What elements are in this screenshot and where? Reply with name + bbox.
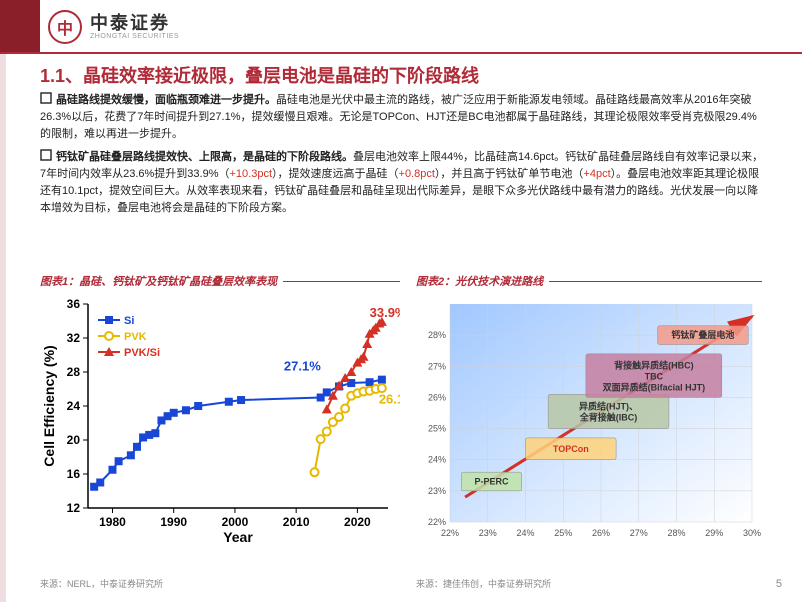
svg-text:26%: 26% [592,528,610,538]
svg-text:27%: 27% [630,528,648,538]
chart1-rule [283,281,400,282]
chart1-source: 来源：NERL，中泰证券研究所 [40,577,163,590]
svg-text:TOPCon: TOPCon [553,444,589,454]
page-number: 5 [776,578,782,590]
svg-text:29%: 29% [705,528,723,538]
svg-text:1990: 1990 [160,515,187,529]
svg-text:26.1%: 26.1% [379,391,400,406]
svg-text:12: 12 [67,501,81,515]
chart1-area: 12 16 20 24 28 32 36 1980 1990 2000 2010 2020 Year Ce… [40,296,400,546]
svg-text:钙钛矿叠层电池: 钙钛矿叠层电池 [671,329,734,340]
svg-text:Year: Year [223,529,253,545]
bullet-body-span: ），提效速度远高于晶硅（ [272,168,399,180]
title-underline [0,52,802,54]
bullet-body-span: +10.3pct [230,168,273,180]
brand-name-cn: 中泰证券 [90,13,179,34]
brand-logo: 中 [48,10,82,44]
svg-text:28: 28 [67,365,81,379]
bullet-body-span: ），并且高于钙钛矿单节电池（ [435,168,584,180]
svg-text:22%: 22% [428,517,446,527]
bullet-head: 晶硅路线提效缓慢，面临瓶颈难进一步提升。 [56,94,276,106]
chart1-header: 图表1：晶硅、钙钛矿及钙钛矿晶硅叠层效率表现 [40,270,400,292]
bullet: 晶硅路线提效缓慢，面临瓶颈难进一步提升。晶硅电池是光伏中最主流的路线，被广泛应用… [40,92,766,143]
left-stripe [0,52,6,602]
svg-text:28%: 28% [667,528,685,538]
svg-text:24: 24 [67,399,81,413]
svg-text:全背接触(IBC): 全背接触(IBC) [579,411,638,422]
svg-text:P-PERC: P-PERC [475,477,510,487]
svg-text:32: 32 [67,331,81,345]
bullet-marker-icon [40,149,52,161]
svg-text:25%: 25% [428,424,446,434]
chart1-svg: 12 16 20 24 28 32 36 1980 1990 2000 2010 2020 Year Ce… [40,296,400,546]
svg-text:2010: 2010 [283,515,310,529]
svg-text:23%: 23% [479,528,497,538]
svg-text:33.9%: 33.9% [370,305,400,320]
bullet-marker-icon [40,92,52,104]
svg-text:28%: 28% [428,330,446,340]
svg-text:26%: 26% [428,392,446,402]
chart1-title: 图表1：晶硅、钙钛矿及钙钛矿晶硅叠层效率表现 [40,273,277,289]
svg-text:30%: 30% [743,528,761,538]
chart2-source: 来源：捷佳伟创，中泰证券研究所 [416,577,551,590]
svg-text:1980: 1980 [99,515,126,529]
bullet-body-span: +4pct [583,168,610,180]
svg-text:25%: 25% [554,528,572,538]
svg-text:Si: Si [124,315,134,327]
svg-text:24%: 24% [428,455,446,465]
bullet: 钙钛矿晶硅叠层路线提效快、上限高，是晶硅的下阶段路线。叠层电池效率上限44%，比… [40,149,766,217]
svg-text:PVK/Si: PVK/Si [124,347,160,359]
bullet-head: 钙钛矿晶硅叠层路线提效快、上限高，是晶硅的下阶段路线。 [56,151,353,163]
bullet-body-span: +0.8pct [399,168,435,180]
svg-text:PVK: PVK [124,331,147,343]
chart2-header: 图表2：光伏技术演进路线 [416,270,762,292]
svg-text:27%: 27% [428,361,446,371]
svg-text:2020: 2020 [344,515,371,529]
svg-text:16: 16 [67,467,81,481]
body-text: 晶硅路线提效缓慢，面临瓶颈难进一步提升。晶硅电池是光伏中最主流的路线，被广泛应用… [40,92,766,223]
chart2-title: 图表2：光伏技术演进路线 [416,273,543,289]
svg-text:背接触异质结(HBC): 背接触异质结(HBC) [614,360,694,371]
svg-text:TBC: TBC [645,372,664,382]
brand-corner-block [0,0,40,52]
svg-text:23%: 23% [428,486,446,496]
section-title: 1.1、晶硅效率接近极限，叠层电池是晶硅的下阶段路线 [40,62,479,88]
chart2-rule [549,281,762,282]
chart2-area: 22% 23% 24% 25% 26% 27% 28% 29% 30% 22% 23% 24% 25% 2… [416,296,762,546]
svg-text:24%: 24% [516,528,534,538]
svg-text:双面异质结(Bifacial HJT): 双面异质结(Bifacial HJT) [603,382,706,393]
svg-text:27.1%: 27.1% [284,358,321,373]
svg-text:36: 36 [67,297,81,311]
chart2-svg: 22% 23% 24% 25% 26% 27% 28% 29% 30% 22% 23% 24% 25% 2… [416,296,762,546]
brand-row: 中 中泰证券 ZHONGTAI SECURITIES [48,10,179,44]
svg-text:20: 20 [67,433,81,447]
svg-text:22%: 22% [441,528,459,538]
brand-text: 中泰证券 ZHONGTAI SECURITIES [90,13,179,42]
svg-text:2000: 2000 [222,515,249,529]
svg-text:异质结(HJT)、: 异质结(HJT)、 [579,400,638,411]
svg-text:Cell Efficiency (%): Cell Efficiency (%) [41,345,57,466]
brand-name-en: ZHONGTAI SECURITIES [90,33,179,41]
